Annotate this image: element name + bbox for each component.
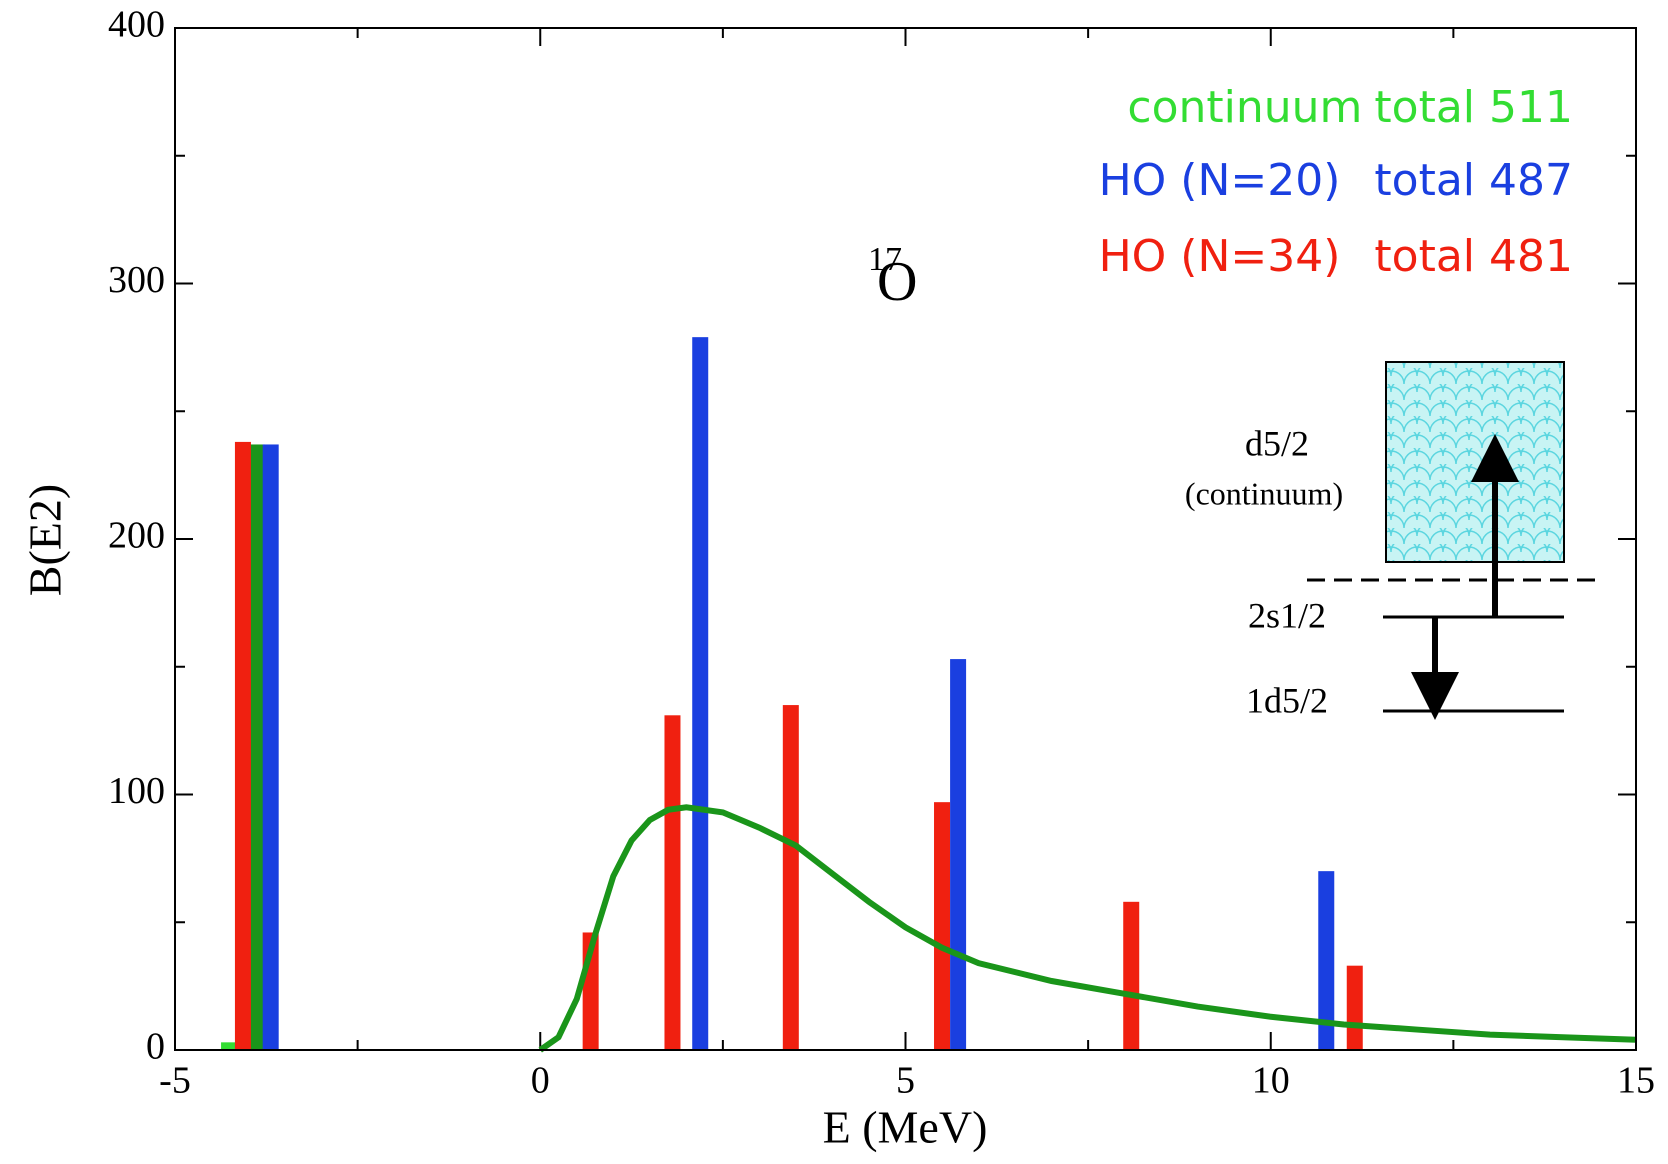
annotation-mass: 17 (868, 241, 902, 278)
inset-label: (continuum) (1185, 475, 1343, 511)
y-tick-label: 400 (108, 4, 165, 46)
legend-entry: HO (N=34) total 481 (1099, 231, 1573, 282)
y-tick-label: 0 (146, 1026, 165, 1068)
legend-entry: continuum total 511 (1127, 82, 1573, 133)
bar (692, 337, 709, 1050)
x-tick-label: 10 (1252, 1060, 1290, 1102)
annotation-element: O (877, 251, 917, 313)
x-tick-label: 15 (1617, 1060, 1655, 1102)
level-diagram: d5/2 (continuum) 2s1/2 1d5/2 (1185, 361, 1596, 720)
bar (262, 444, 279, 1051)
legend-total: total 511 (1374, 82, 1573, 133)
legend-label: continuum (1127, 82, 1362, 133)
inset-label: 2s1/2 (1248, 595, 1326, 635)
bar (1123, 901, 1140, 1050)
plot-frame (174, 27, 1637, 1051)
x-tick-label: 0 (531, 1060, 550, 1102)
bar (234, 441, 251, 1050)
bar (664, 715, 681, 1050)
x-tick-label: -5 (159, 1060, 191, 1102)
legend-entry: HO (N=20) total 487 (1099, 155, 1573, 206)
bar (221, 1042, 238, 1050)
legend-total: total 481 (1374, 231, 1573, 282)
legend-total: total 487 (1374, 155, 1573, 206)
bar (934, 802, 951, 1050)
bar (248, 444, 265, 1051)
bar (782, 705, 799, 1050)
curve (538, 804, 1637, 1053)
bar (1318, 871, 1335, 1050)
bar (1346, 965, 1363, 1050)
legend-label: HO (N=20) (1099, 155, 1341, 206)
continuum-box (1385, 361, 1565, 563)
y-axis-label: B(E2) (20, 484, 71, 596)
legend-label: HO (N=34) (1099, 231, 1341, 282)
x-axis-label: E (MeV) (823, 1102, 988, 1153)
y-tick-label: 200 (108, 515, 165, 557)
inset-label: 1d5/2 (1246, 680, 1328, 720)
x-tick-label: 5 (896, 1060, 915, 1102)
inset-label: d5/2 (1245, 423, 1309, 463)
y-tick-label: 100 (108, 770, 165, 812)
y-tick-label: 300 (108, 259, 165, 301)
bar (950, 659, 967, 1050)
